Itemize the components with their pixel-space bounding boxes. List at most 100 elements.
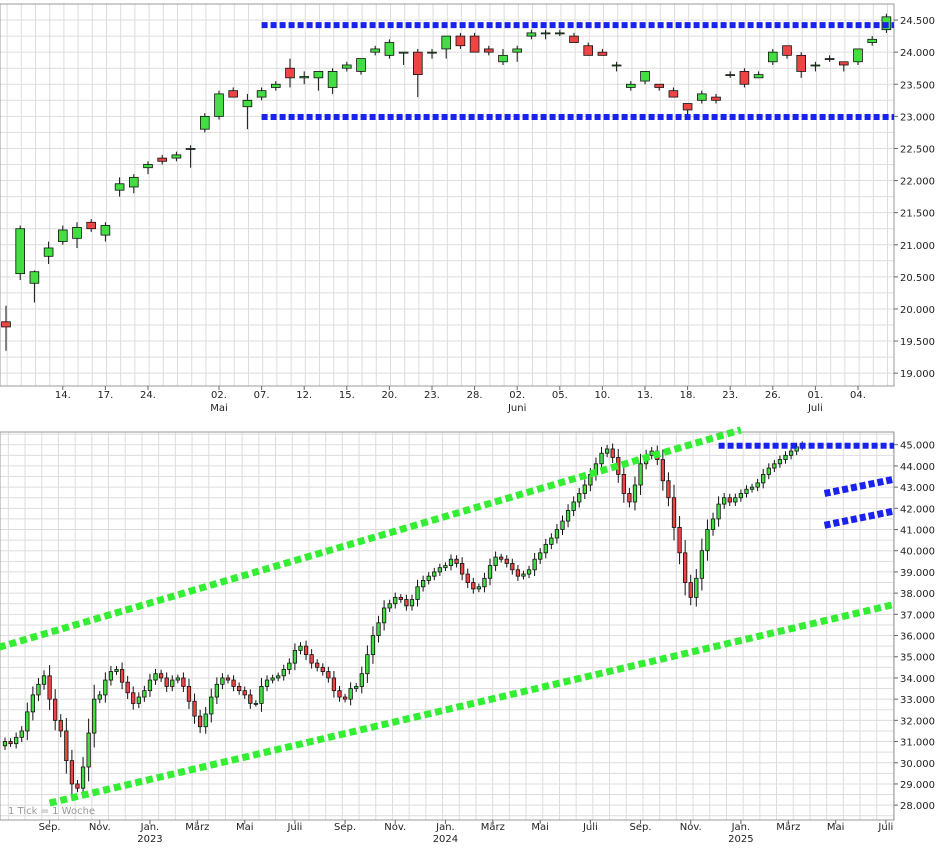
candle-up — [153, 673, 158, 681]
candle-up — [384, 42, 395, 56]
candle-up — [526, 32, 537, 37]
y-tick-label: 22.500 — [900, 144, 935, 155]
candle-up — [577, 493, 582, 503]
candle-down — [455, 35, 466, 47]
candle-up — [722, 497, 727, 505]
candle-down — [483, 48, 494, 53]
candle-up — [270, 677, 275, 681]
candle-up — [175, 677, 180, 681]
x-tick-label: 02. — [211, 390, 227, 401]
candle-down — [157, 157, 168, 162]
candle-down — [404, 599, 409, 607]
tick-note: 1 Tick = 1 Woche — [8, 806, 95, 817]
candle-up — [199, 115, 210, 130]
candle-down — [342, 696, 348, 700]
x-tick-label: 15. — [339, 390, 355, 401]
candle-down — [398, 596, 403, 600]
candle-up — [171, 154, 182, 159]
x-tick-label: Sep. — [39, 822, 61, 833]
candle-up — [540, 32, 551, 35]
candle-down — [197, 715, 203, 728]
candle-up — [777, 459, 783, 465]
y-tick-label: 41.000 — [900, 526, 935, 537]
candle-up — [420, 580, 426, 588]
x-tick-label: März — [481, 822, 505, 833]
candle-down — [666, 480, 671, 499]
candle-down — [309, 654, 314, 664]
candle-up — [604, 448, 610, 454]
candle-down — [181, 677, 186, 687]
plot-frame — [0, 3, 895, 387]
y-tick-label: 39.000 — [900, 568, 935, 579]
y-tick-label: 19.500 — [900, 337, 935, 348]
candle-down — [739, 71, 750, 85]
candle-down — [248, 694, 253, 704]
x-tick-label: Nov. — [384, 822, 406, 833]
candle-up — [415, 586, 420, 600]
x-tick-label: Jan. — [731, 822, 751, 833]
candle-down — [465, 573, 470, 583]
candle-down — [654, 83, 665, 88]
annotation-trendline — [823, 475, 895, 497]
y-tick-label: 42.000 — [900, 504, 935, 515]
x-tick-label: Mai — [531, 822, 549, 833]
candle-up — [794, 446, 799, 452]
candle-up — [359, 673, 364, 687]
x-tick-label: Juli — [582, 822, 598, 833]
candle-up — [398, 51, 409, 54]
candle-up — [170, 679, 175, 687]
candle-up — [783, 454, 788, 460]
candle-up — [733, 497, 738, 503]
y-tick-label: 24.500 — [900, 16, 935, 27]
candle-down — [668, 90, 679, 98]
candle-up — [108, 671, 114, 681]
candle-down — [412, 51, 423, 76]
candle-down — [192, 700, 197, 717]
x-tick-sublabel: 2024 — [433, 834, 458, 845]
candle-up — [696, 93, 707, 101]
x-tick-label: 18. — [680, 390, 696, 401]
candle-up — [427, 51, 437, 54]
candle-down — [838, 61, 849, 66]
candle-down — [727, 497, 732, 503]
candle-down — [504, 558, 509, 564]
candle-up — [80, 766, 86, 789]
candle-up — [738, 493, 744, 499]
candle-up — [264, 679, 270, 687]
candle-down — [158, 673, 164, 679]
y-tick-label: 21.500 — [900, 209, 935, 220]
candle-down — [125, 681, 130, 694]
candle-up — [498, 54, 508, 63]
candle-up — [92, 698, 97, 734]
candle-up — [299, 76, 310, 79]
candle-up — [554, 529, 560, 539]
candle-up — [2, 741, 8, 747]
candle-up — [143, 164, 153, 169]
candle-down — [75, 783, 80, 789]
weekly-chart-panel: 28.000 29.000 30.000 31.000 32.000 33.000 34.0… — [0, 426, 935, 845]
x-tick-label: Jan. — [435, 822, 455, 833]
x-tick-label: 12. — [296, 390, 312, 401]
annotation-trendline — [823, 507, 895, 529]
y-tick-label: 23.000 — [900, 112, 935, 123]
candle-up — [810, 64, 821, 67]
y-tick-label: 40.000 — [900, 547, 935, 558]
x-tick-label: März — [776, 822, 800, 833]
candle-up — [694, 577, 699, 598]
candle-up — [755, 482, 760, 488]
candle-up — [136, 696, 141, 704]
candle-down — [53, 698, 58, 721]
candle-down — [86, 221, 97, 230]
candle-down — [337, 690, 342, 698]
x-tick-label: 23. — [722, 390, 738, 401]
x-tick-label: Mai — [827, 822, 845, 833]
candle-up — [772, 463, 777, 469]
candle-up — [354, 686, 359, 689]
candle-up — [638, 463, 643, 486]
candle-down — [64, 730, 69, 762]
candle-up — [625, 83, 636, 88]
candle-up — [487, 565, 493, 579]
x-tick-label: März — [185, 822, 209, 833]
candle-down — [1, 321, 11, 328]
x-tick-label: 05. — [552, 390, 568, 401]
